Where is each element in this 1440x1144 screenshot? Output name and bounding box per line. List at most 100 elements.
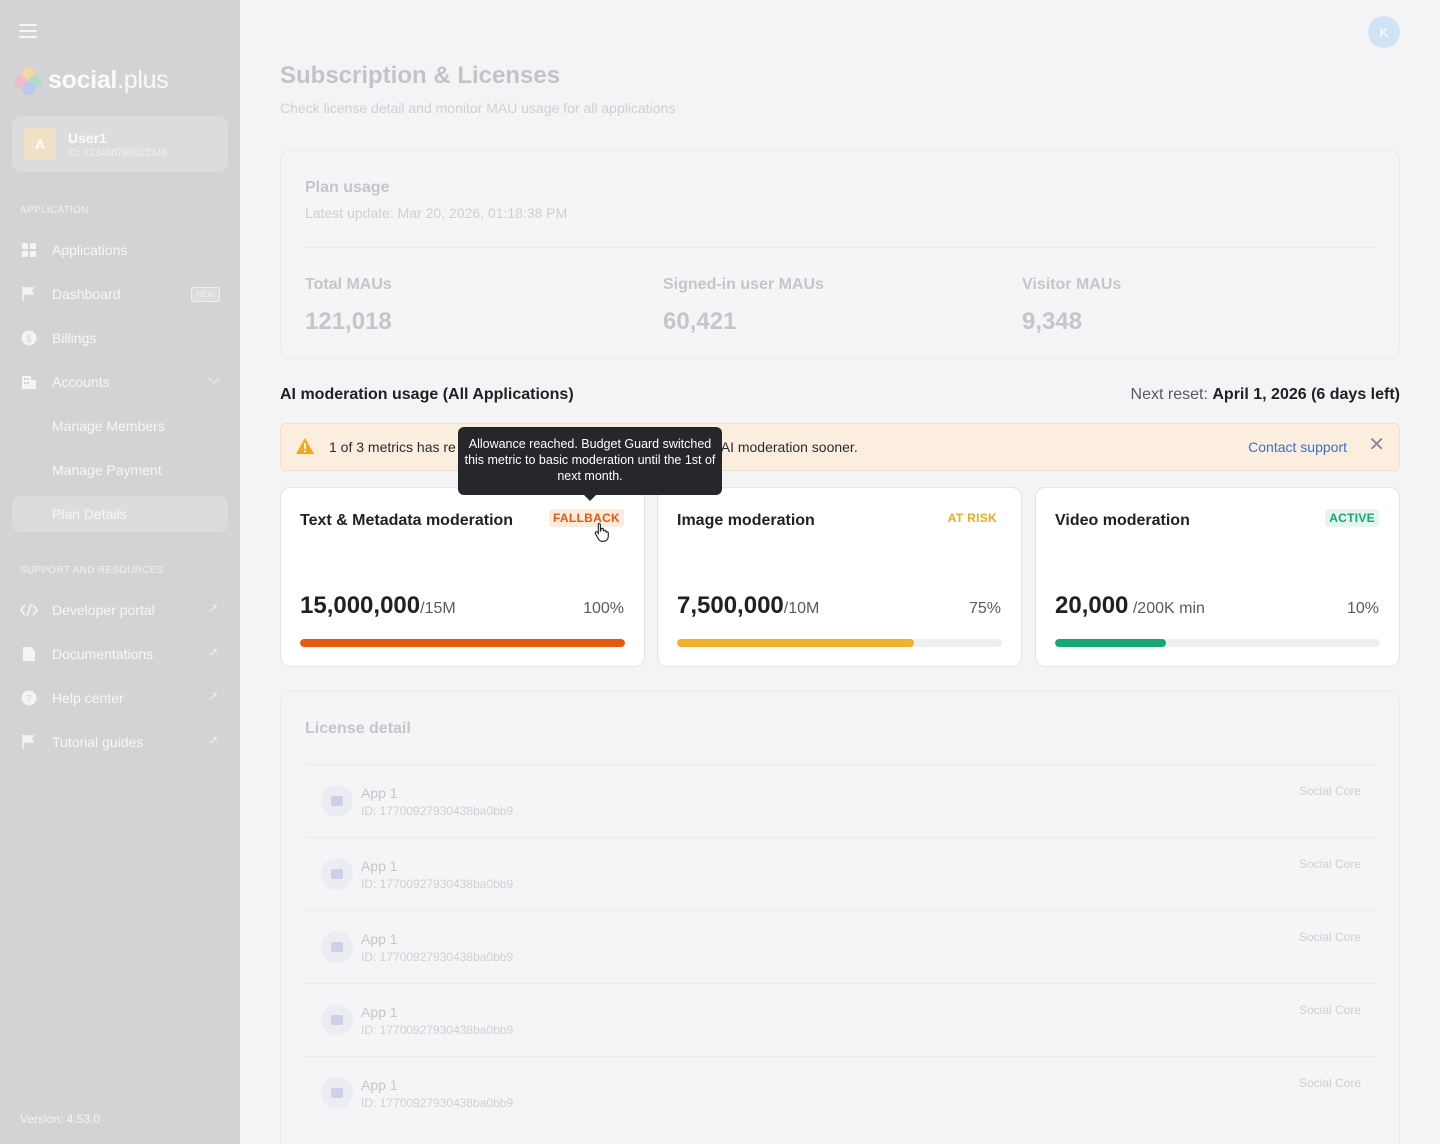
moderation-card: Video moderation ACTIVE 20,000 /200K min 10… bbox=[1035, 487, 1400, 667]
logo-text-bold: social bbox=[48, 66, 118, 94]
sidebar-item-label: Manage Payment bbox=[52, 462, 162, 478]
app-icon bbox=[321, 785, 353, 817]
document-icon bbox=[20, 645, 38, 663]
app-id: ID: 17700927930438ba0bb9 bbox=[361, 950, 514, 964]
code-icon bbox=[20, 601, 38, 619]
sidebar-item-label: Billings bbox=[52, 330, 97, 346]
sidebar-item-manage-members[interactable]: Manage Members bbox=[12, 408, 228, 444]
warning-icon bbox=[295, 437, 315, 460]
usage-limit: /10M bbox=[783, 600, 820, 617]
page-title: Subscription & Licenses bbox=[280, 62, 561, 89]
hand-cursor-icon bbox=[594, 522, 610, 547]
app-name: App 1 bbox=[361, 1004, 398, 1020]
alert-message: 1 of 3 metrics has re e AI moderation soo… bbox=[329, 439, 858, 455]
user-avatar: A bbox=[24, 128, 56, 160]
sidebar-item-label: Developer portal bbox=[52, 602, 155, 618]
app-id: ID: 17700927930438ba0bb9 bbox=[361, 804, 514, 818]
app-icon bbox=[321, 931, 353, 963]
metric-label: Signed-in user MAUs bbox=[663, 276, 824, 293]
divider bbox=[305, 247, 1375, 248]
usage-value: 7,500,000/10M bbox=[677, 592, 819, 620]
chevron-down-icon bbox=[208, 372, 220, 384]
app-id: ID: 17700927930438ba0bb9 bbox=[361, 877, 514, 891]
page-subtitle: Check license detail and monitor MAU usa… bbox=[280, 100, 676, 116]
contact-support-link[interactable]: Contact support bbox=[1248, 439, 1347, 455]
moderation-card-title: Image moderation bbox=[677, 512, 815, 529]
alert-message-end: e AI moderation sooner. bbox=[709, 439, 858, 455]
progress-fill bbox=[1055, 639, 1166, 647]
app-name: App 1 bbox=[361, 1077, 398, 1093]
menu-icon[interactable] bbox=[19, 24, 37, 40]
usage-limit: /200K min bbox=[1128, 600, 1205, 617]
sidebar-item-billings[interactable]: $ Billings bbox=[12, 320, 228, 356]
new-badge: NEW bbox=[191, 287, 220, 302]
sidebar-item-developer-portal[interactable]: Developer portal ↗ bbox=[12, 592, 228, 628]
profile-avatar[interactable]: K bbox=[1368, 16, 1400, 48]
app-row[interactable]: App 1 ID: 17700927930438ba0bb9 Social Core bbox=[305, 983, 1377, 1056]
app-plan: Social Core bbox=[1298, 930, 1361, 944]
app-row[interactable]: App 1 ID: 17700927930438ba0bb9 Social Core bbox=[305, 1056, 1377, 1129]
usage-percent: 10% bbox=[1346, 600, 1379, 617]
status-badge[interactable]: ACTIVE bbox=[1325, 509, 1379, 527]
progress-track bbox=[1055, 639, 1380, 647]
usage-value: 15,000,000/15M bbox=[300, 592, 456, 620]
usage-limit: /15M bbox=[420, 600, 456, 617]
app-plan: Social Core bbox=[1298, 784, 1361, 798]
sidebar-item-accounts[interactable]: Accounts bbox=[12, 364, 228, 400]
metric-value: 121,018 bbox=[305, 308, 392, 335]
sidebar-item-dashboard[interactable]: Dashboard NEW bbox=[12, 276, 228, 312]
alert-message-start: 1 of 3 metrics has re bbox=[329, 439, 456, 455]
version-label: Version: 4.53.0 bbox=[20, 1112, 101, 1126]
app-row[interactable]: App 1 ID: 17700927930438ba0bb9 Social Core bbox=[305, 910, 1377, 983]
app-icon bbox=[321, 1004, 353, 1036]
progress-track bbox=[677, 639, 1002, 647]
plan-usage-updated: Latest update: Mar 20, 2026, 01:18:38 PM bbox=[305, 205, 568, 221]
next-reset-label: Next reset: bbox=[1130, 386, 1213, 403]
flag-icon bbox=[20, 285, 38, 303]
moderation-card-title: Video moderation bbox=[1055, 512, 1190, 529]
fallback-tooltip: Allowance reached. Budget Guard switched… bbox=[458, 427, 722, 501]
ai-moderation-title: AI moderation usage (All Applications) bbox=[280, 386, 574, 403]
app-plan: Social Core bbox=[1298, 1076, 1361, 1090]
license-detail-card: License detail App 1 ID: 17700927930438ba… bbox=[280, 691, 1400, 1144]
sidebar-item-manage-payment[interactable]: Manage Payment bbox=[12, 452, 228, 488]
sidebar-item-documentations[interactable]: Documentations ↗ bbox=[12, 636, 228, 672]
app-name: App 1 bbox=[361, 931, 398, 947]
progress-fill bbox=[677, 639, 915, 647]
app-id: ID: 17700927930438ba0bb9 bbox=[361, 1023, 514, 1037]
status-badge[interactable]: AT RISK bbox=[943, 509, 1001, 527]
next-reset: Next reset: April 1, 2026 (6 days left) bbox=[1131, 386, 1400, 404]
metric-visitor-maus: Visitor MAUs 9,348 bbox=[1022, 276, 1121, 336]
app-row[interactable]: App 1 ID: 17700927930438ba0bb9 Social Core bbox=[305, 837, 1377, 910]
close-icon[interactable]: ✕ bbox=[1368, 434, 1385, 456]
status-badge[interactable]: FALLBACK bbox=[548, 509, 624, 527]
metric-label: Total MAUs bbox=[305, 276, 392, 293]
logo-text-light: .plus bbox=[117, 66, 169, 94]
user-card[interactable]: A User1 ID: 123456789012345 bbox=[12, 116, 228, 172]
sidebar-item-label: Manage Members bbox=[52, 418, 165, 434]
sidebar-item-label: Applications bbox=[52, 242, 128, 258]
app-plan: Social Core bbox=[1298, 1003, 1361, 1017]
section-label-application: APPLICATION bbox=[20, 205, 89, 216]
help-icon: ? bbox=[20, 689, 38, 707]
external-link-icon: ↗ bbox=[207, 601, 218, 615]
metric-value: 60,421 bbox=[663, 308, 737, 335]
grid-icon bbox=[20, 241, 38, 259]
usage-alert: 1 of 3 metrics has re e AI moderation soo… bbox=[280, 423, 1400, 471]
metric-value: 9,348 bbox=[1022, 308, 1083, 335]
metric-label: Visitor MAUs bbox=[1022, 276, 1122, 293]
plan-usage-card: Plan usage Latest update: Mar 20, 2026, … bbox=[280, 150, 1400, 359]
sidebar-item-help-center[interactable]: ? Help center ↗ bbox=[12, 680, 228, 716]
metric-signed-in-maus: Signed-in user MAUs 60,421 bbox=[663, 276, 824, 336]
logo: social.plus bbox=[14, 66, 169, 95]
app-row[interactable]: App 1 ID: 17700927930438ba0bb9 Social Core bbox=[305, 764, 1377, 837]
usage-amount: 7,500,000 bbox=[677, 592, 784, 619]
sidebar-item-applications[interactable]: Applications bbox=[12, 232, 228, 268]
sidebar-item-label: Plan Details bbox=[52, 506, 127, 522]
progress-track bbox=[300, 639, 625, 647]
sidebar-item-tutorial-guides[interactable]: Tutorial guides ↗ bbox=[12, 724, 228, 760]
moderation-card: Text & Metadata moderation FALLBACK 15,000… bbox=[280, 487, 645, 667]
logo-mark-icon bbox=[14, 66, 42, 95]
app-icon bbox=[321, 858, 353, 890]
sidebar-item-plan-details[interactable]: Plan Details bbox=[12, 496, 228, 532]
